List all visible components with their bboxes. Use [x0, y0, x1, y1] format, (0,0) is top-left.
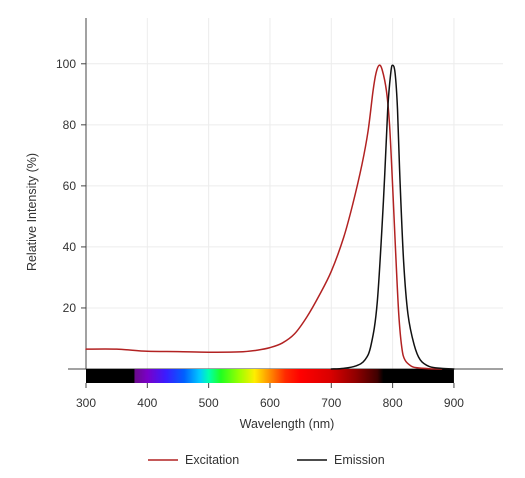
series-line-emission: [330, 64, 455, 370]
y-axis-title: Relative Intensity (%): [25, 153, 39, 271]
axes: [68, 18, 503, 388]
series-line-excitation: [85, 64, 443, 370]
x-axis-title: Wavelength (nm): [240, 417, 335, 431]
x-tick-label: 500: [199, 396, 219, 410]
y-tick-label: 20: [63, 301, 77, 315]
legend: Excitation Emission: [148, 453, 385, 467]
x-tick-label: 800: [383, 396, 403, 410]
x-tick-label: 400: [137, 396, 157, 410]
y-tick-label: 100: [56, 57, 76, 71]
tick-labels: 20 40 60 80 100 300 400 500 600 700 800 900: [56, 57, 464, 410]
grid: [86, 18, 503, 369]
x-tick-label: 900: [444, 396, 464, 410]
y-tick-label: 60: [63, 179, 77, 193]
spectrum-color-bar: [86, 369, 454, 383]
y-tick-label: 80: [63, 118, 77, 132]
x-tick-label: 300: [76, 396, 96, 410]
legend-label-excitation: Excitation: [185, 453, 239, 467]
y-tick-label: 40: [63, 240, 77, 254]
x-tick-label: 700: [321, 396, 341, 410]
series-layer: [85, 64, 455, 370]
legend-label-emission: Emission: [334, 453, 385, 467]
x-tick-label: 600: [260, 396, 280, 410]
